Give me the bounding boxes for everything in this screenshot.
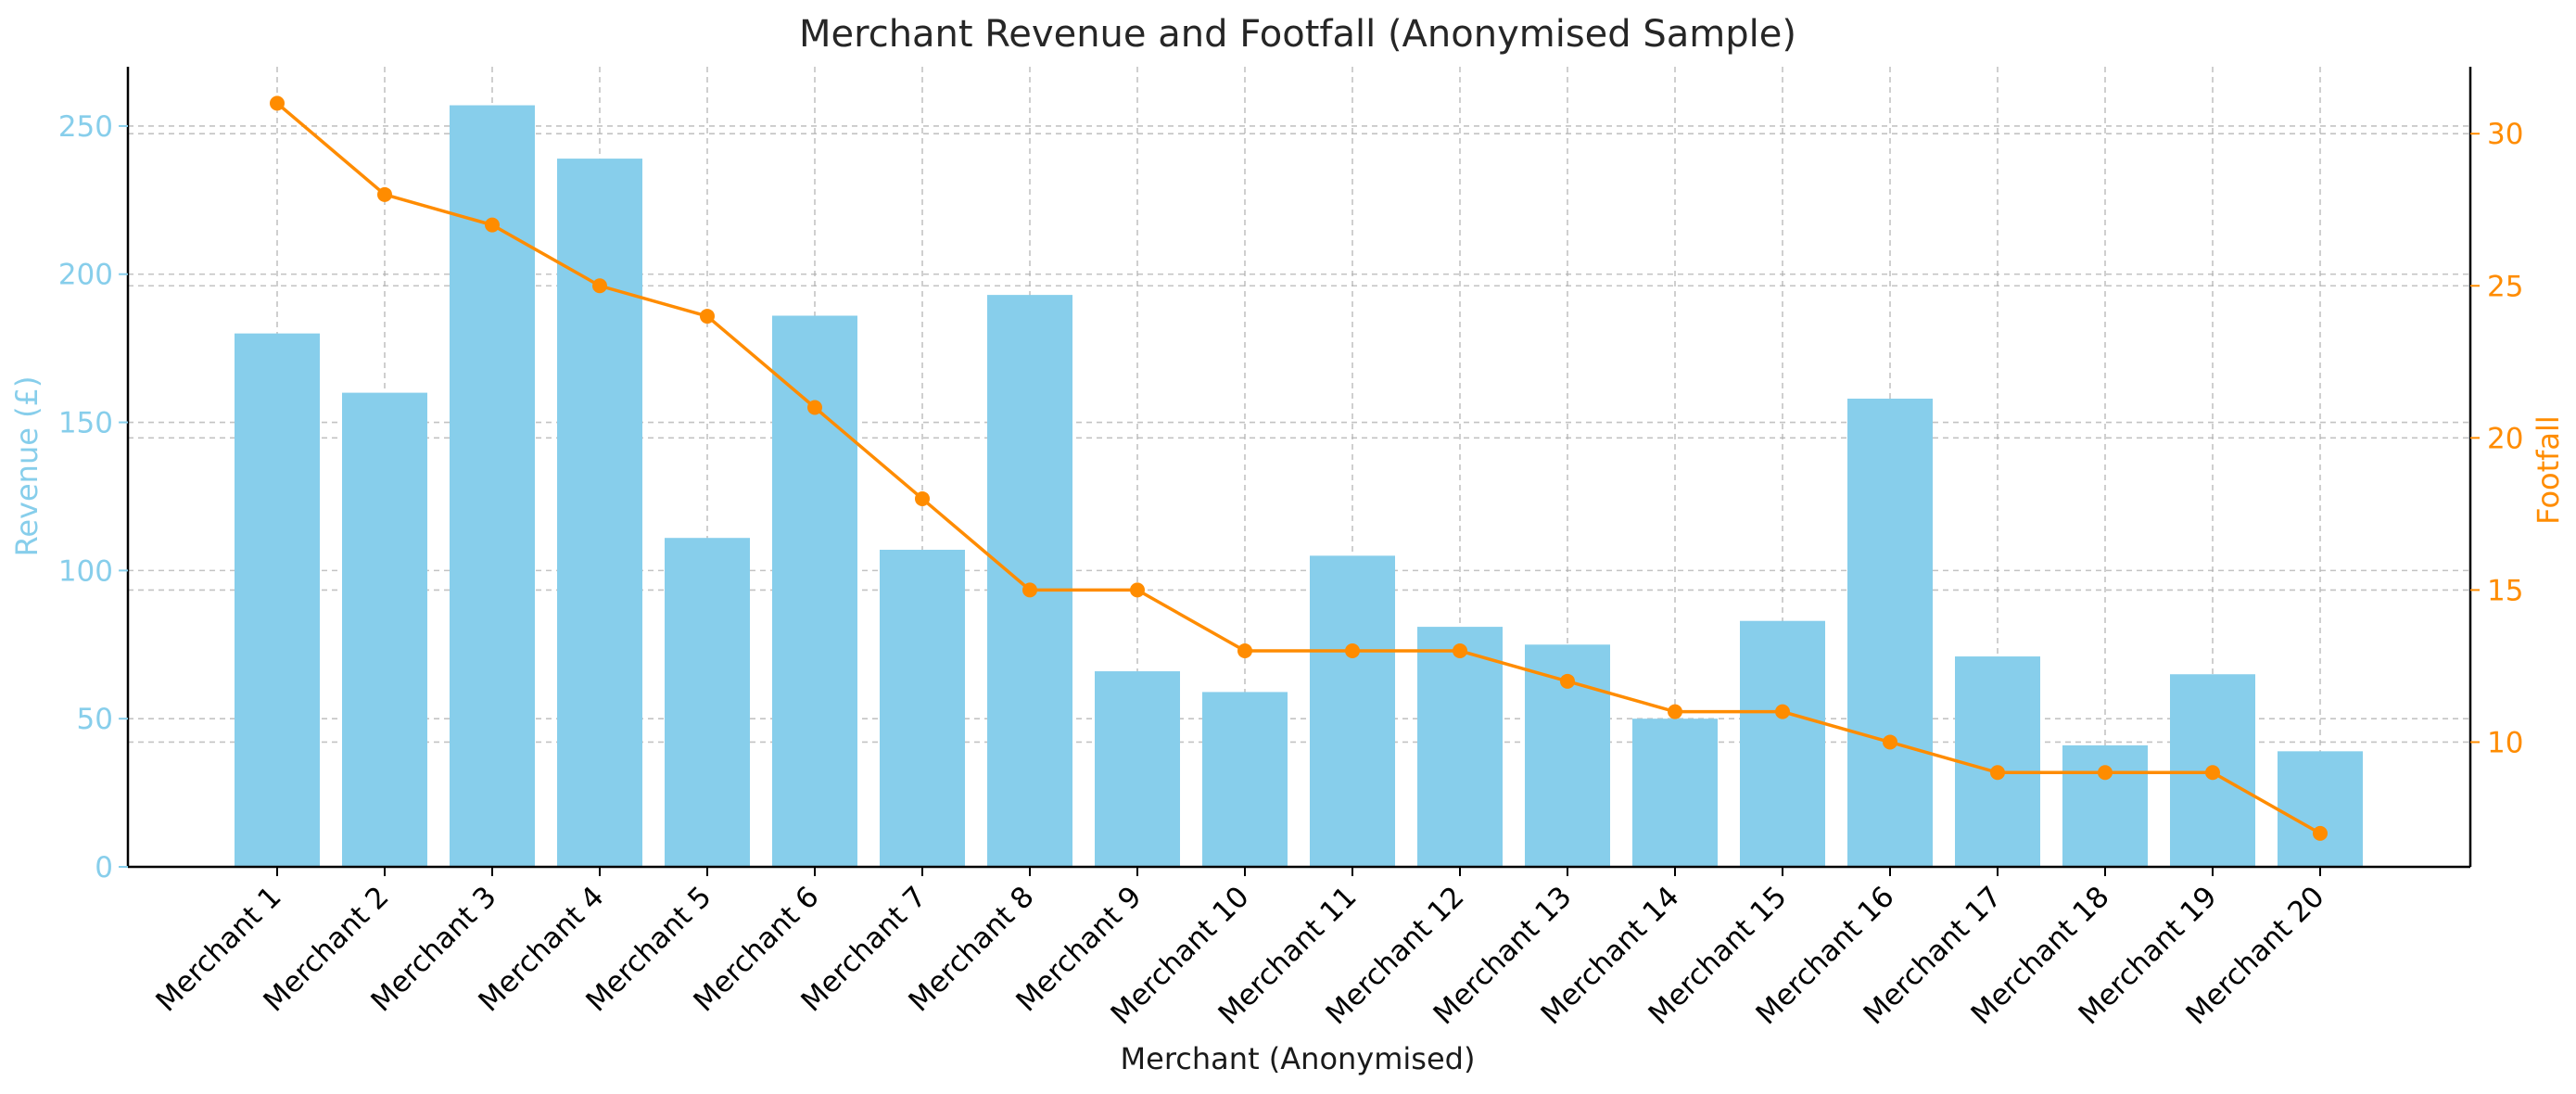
revenue-bar	[2278, 751, 2363, 867]
footfall-line	[270, 95, 2328, 841]
footfall-point	[1237, 643, 1252, 659]
bars	[235, 105, 2363, 868]
footfall-point	[592, 278, 607, 294]
revenue-bar	[1417, 627, 1503, 867]
footfall-point	[1668, 704, 1682, 719]
y-ticks-left: 0 50 100 150 200 250	[58, 110, 128, 884]
footfall-point	[700, 309, 715, 324]
revenue-bar	[2062, 744, 2148, 867]
y-ticks-right: 10 15 20 25 30	[2470, 118, 2523, 759]
revenue-bar	[1095, 671, 1180, 867]
revenue-bar	[1847, 398, 1933, 867]
revenue-bar	[1632, 719, 1718, 867]
footfall-point	[1775, 704, 1790, 719]
footfall-point	[1130, 582, 1145, 598]
axes	[126, 67, 2472, 869]
footfall-point	[270, 95, 285, 111]
revenue-bar	[1955, 656, 2040, 867]
footfall-point	[2205, 765, 2220, 781]
y2-tick-label: 30	[2487, 118, 2523, 151]
footfall-point	[1345, 643, 1360, 659]
y-tick-label: 150	[58, 407, 113, 440]
footfall-polyline	[275, 102, 2321, 835]
revenue-bar	[1202, 692, 1288, 867]
revenue-bar	[665, 538, 750, 867]
y-tick-label: 0	[95, 851, 113, 884]
footfall-point	[1560, 673, 1575, 689]
footfall-point	[1022, 582, 1037, 598]
footfall-point	[1883, 734, 1897, 750]
y-axis-label: Revenue (£)	[9, 376, 44, 557]
footfall-point	[2098, 765, 2113, 781]
revenue-bar	[987, 295, 1072, 867]
revenue-bar	[1310, 555, 1395, 867]
y-tick-label: 250	[58, 110, 113, 144]
footfall-point	[807, 400, 822, 415]
footfall-point	[1990, 765, 2005, 781]
chart-title: Merchant Revenue and Footfall (Anonymise…	[799, 13, 1796, 56]
revenue-bar	[235, 333, 320, 868]
footfall-point	[377, 186, 392, 202]
y-tick-label: 200	[58, 259, 113, 292]
y2-tick-label: 20	[2487, 422, 2523, 455]
footfall-point	[2313, 825, 2328, 841]
y2-tick-label: 15	[2487, 574, 2523, 607]
footfall-point	[485, 217, 500, 233]
footfall-point	[915, 490, 930, 506]
y-tick-label: 50	[77, 703, 113, 736]
revenue-bar	[772, 315, 857, 867]
revenue-bar	[342, 392, 427, 867]
footfall-point	[1453, 643, 1467, 659]
y-tick-label: 100	[58, 554, 113, 588]
revenue-bar	[1740, 620, 1825, 867]
y2-tick-label: 10	[2487, 726, 2523, 759]
y2-tick-label: 25	[2487, 270, 2523, 303]
revenue-bar	[557, 159, 642, 867]
x-axis-label: Merchant (Anonymised)	[1121, 1041, 1476, 1076]
y2-axis-label: Footfall	[2531, 415, 2566, 525]
revenue-bar	[880, 549, 965, 867]
